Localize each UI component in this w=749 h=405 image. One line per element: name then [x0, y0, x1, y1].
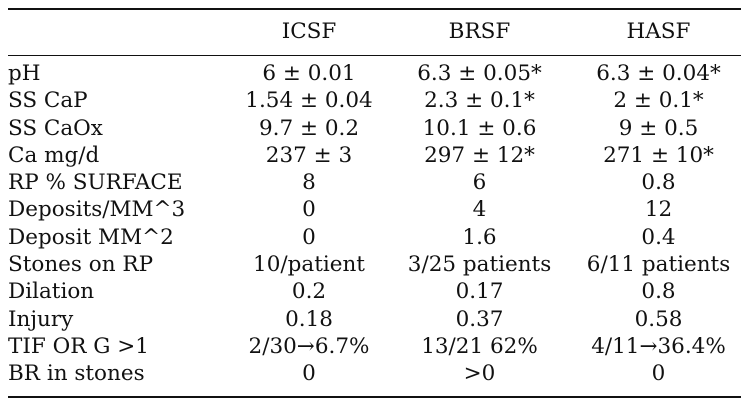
cell-icsf: 10/patient	[235, 251, 383, 278]
cell-icsf: 8	[235, 169, 383, 196]
row-label: SS CaP	[8, 87, 235, 114]
cell-hasf: 271 ± 10*	[576, 142, 741, 169]
cell-icsf: 0	[235, 224, 383, 251]
row-label: Deposits/MM^3	[8, 196, 235, 223]
row-label: Ca mg/d	[8, 142, 235, 169]
cell-brsf: 0.37	[383, 306, 576, 333]
table-row: Stones on RP 10/patient 3/25 patients 6/11 …	[8, 251, 741, 278]
cell-icsf: 0	[235, 196, 383, 223]
cell-hasf: 9 ± 0.5	[576, 115, 741, 142]
cell-brsf: 6.3 ± 0.05*	[383, 60, 576, 87]
table-body: pH 6 ± 0.01 6.3 ± 0.05* 6.3 ± 0.04* SS CaP 1.…	[8, 60, 741, 388]
column-header-hasf: HASF	[576, 12, 741, 52]
cell-hasf: 12	[576, 196, 741, 223]
cell-brsf: 0.17	[383, 278, 576, 305]
cell-icsf: 0.2	[235, 278, 383, 305]
cell-icsf: 2/30→6.7%	[235, 333, 383, 360]
table-row: Injury 0.18 0.37 0.58	[8, 306, 741, 333]
clipped-table-caption: ​	[0, 0, 749, 8]
table-row: Deposits/MM^3 0 4 12	[8, 196, 741, 223]
cell-hasf: 6.3 ± 0.04*	[576, 60, 741, 87]
cell-hasf: 0.4	[576, 224, 741, 251]
cell-icsf: 6 ± 0.01	[235, 60, 383, 87]
column-header-icsf: ICSF	[235, 12, 383, 52]
cell-hasf: 0	[576, 360, 741, 387]
cell-brsf: 4	[383, 196, 576, 223]
cell-hasf: 6/11 patients	[576, 251, 741, 278]
table-header: ICSF BRSF HASF	[8, 12, 741, 52]
row-label: pH	[8, 60, 235, 87]
table-row: TIF OR G >1 2/30→6.7% 13/21 62% 4/11→36.4%	[8, 333, 741, 360]
table-header-rule	[8, 55, 741, 56]
cell-icsf: 9.7 ± 0.2	[235, 115, 383, 142]
row-label: Stones on RP	[8, 251, 235, 278]
cell-icsf: 0.18	[235, 306, 383, 333]
header-row: ICSF BRSF HASF	[8, 12, 741, 52]
table-row: pH 6 ± 0.01 6.3 ± 0.05* 6.3 ± 0.04*	[8, 60, 741, 87]
cell-hasf: 4/11→36.4%	[576, 333, 741, 360]
cell-brsf: 10.1 ± 0.6	[383, 115, 576, 142]
column-header-brsf: BRSF	[383, 12, 576, 52]
row-label: Deposit MM^2	[8, 224, 235, 251]
cell-hasf: 0.58	[576, 306, 741, 333]
row-label: SS CaOx	[8, 115, 235, 142]
column-header-label	[8, 12, 235, 52]
table-top-rule	[8, 8, 741, 10]
row-label: RP % SURFACE	[8, 169, 235, 196]
cell-icsf: 237 ± 3	[235, 142, 383, 169]
row-label: Dilation	[8, 278, 235, 305]
cell-brsf: 6	[383, 169, 576, 196]
row-label: Injury	[8, 306, 235, 333]
cell-brsf: 1.6	[383, 224, 576, 251]
table-row: BR in stones 0 >0 0	[8, 360, 741, 387]
table-row: Dilation 0.2 0.17 0.8	[8, 278, 741, 305]
table-bottom-rule	[8, 396, 741, 398]
cell-hasf: 0.8	[576, 278, 741, 305]
cell-brsf: 13/21 62%	[383, 333, 576, 360]
cell-hasf: 2 ± 0.1*	[576, 87, 741, 114]
cell-brsf: 3/25 patients	[383, 251, 576, 278]
cell-icsf: 0	[235, 360, 383, 387]
row-label: TIF OR G >1	[8, 333, 235, 360]
table-row: Deposit MM^2 0 1.6 0.4	[8, 224, 741, 251]
table-row: RP % SURFACE 8 6 0.8	[8, 169, 741, 196]
cell-icsf: 1.54 ± 0.04	[235, 87, 383, 114]
cell-hasf: 0.8	[576, 169, 741, 196]
row-label: BR in stones	[8, 360, 235, 387]
cell-brsf: 297 ± 12*	[383, 142, 576, 169]
table-row: SS CaP 1.54 ± 0.04 2.3 ± 0.1* 2 ± 0.1*	[8, 87, 741, 114]
table-row: Ca mg/d 237 ± 3 297 ± 12* 271 ± 10*	[8, 142, 741, 169]
cell-brsf: 2.3 ± 0.1*	[383, 87, 576, 114]
cell-brsf: >0	[383, 360, 576, 387]
table-row: SS CaOx 9.7 ± 0.2 10.1 ± 0.6 9 ± 0.5	[8, 115, 741, 142]
